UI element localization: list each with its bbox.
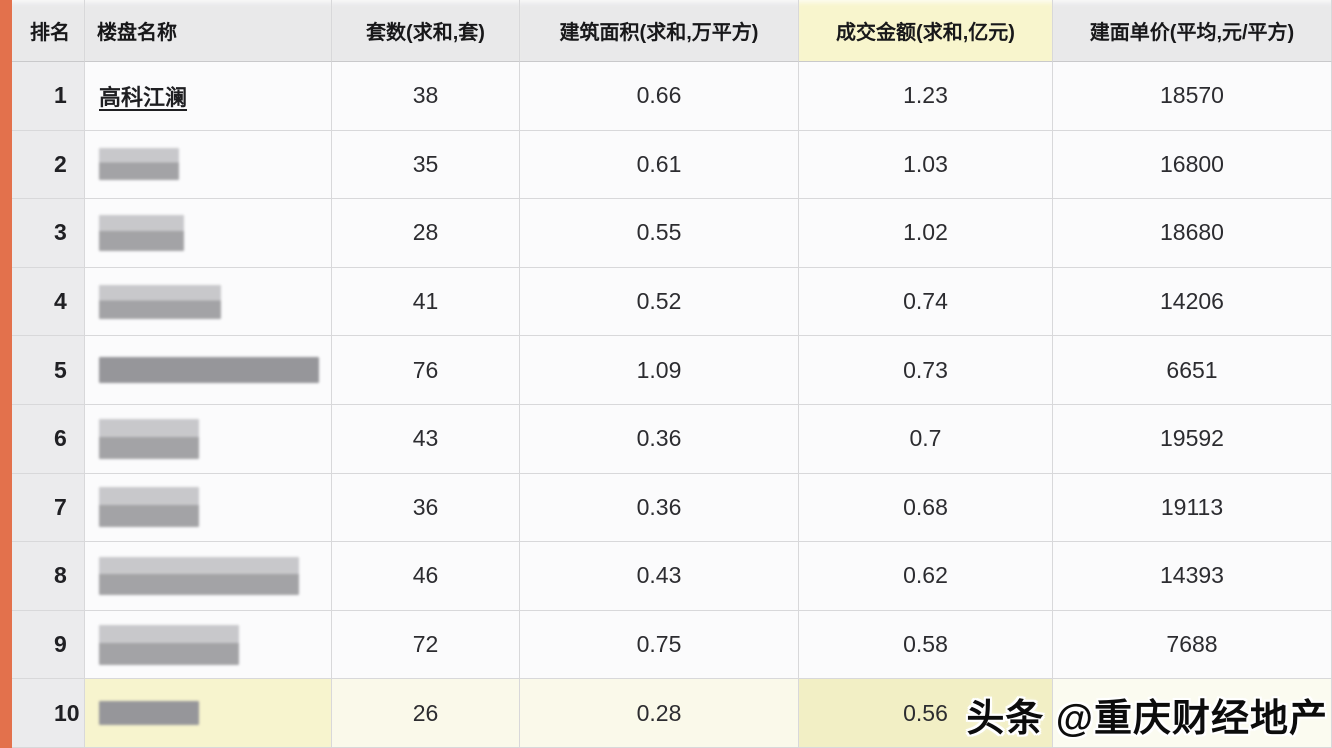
- units-cell: 26: [332, 679, 520, 748]
- property-name-cell: 高科江澜: [85, 62, 332, 131]
- rank-cell: 10: [12, 679, 85, 748]
- unit-price-cell: 18680: [1053, 199, 1332, 268]
- area-cell: 1.09: [520, 336, 799, 405]
- rank-cell: 8: [12, 542, 85, 611]
- property-name-cell: [85, 267, 332, 337]
- units-cell: 43: [332, 404, 520, 474]
- area-cell: 0.75: [520, 610, 799, 680]
- area-cell: 0.28: [520, 679, 799, 748]
- area-cell: 0.52: [520, 267, 799, 337]
- amount-cell: 0.73: [799, 336, 1053, 405]
- rank-cell: 6: [12, 404, 85, 474]
- redacted-name-block: [99, 284, 221, 319]
- rank-cell: 7: [12, 473, 85, 543]
- rank-cell: 5: [12, 336, 85, 405]
- amount-cell: 1.03: [799, 130, 1053, 200]
- units-cell: 28: [332, 199, 520, 268]
- redacted-name-block: [99, 701, 199, 726]
- property-name-cell: [85, 473, 332, 543]
- redacted-name-block: [99, 214, 184, 251]
- property-name-cell: [85, 404, 332, 474]
- rank-cell: 9: [12, 610, 85, 680]
- amount-cell: 0.62: [799, 542, 1053, 611]
- unit-price-cell: 7688: [1053, 610, 1332, 680]
- redacted-name-block: [99, 357, 319, 384]
- property-name-cell: [85, 199, 332, 268]
- property-name-cell: [85, 130, 332, 200]
- property-name-link[interactable]: 高科江澜: [99, 84, 188, 110]
- col-header-unit-price: 建面单价(平均,元/平方): [1053, 0, 1332, 62]
- area-cell: 0.43: [520, 542, 799, 611]
- redacted-name-block: [99, 148, 179, 181]
- property-name-cell: [85, 542, 332, 611]
- property-name-cell: [85, 679, 332, 748]
- amount-cell: 1.02: [799, 199, 1053, 268]
- watermark: 头条 @重庆财经地产: [966, 698, 1328, 740]
- unit-price-cell: 19113: [1053, 473, 1332, 543]
- unit-price-cell: 14393: [1053, 542, 1332, 611]
- unit-price-cell: 18570: [1053, 62, 1332, 131]
- rank-cell: 1: [12, 62, 85, 131]
- amount-cell: 0.74: [799, 267, 1053, 337]
- amount-cell: 0.7: [799, 404, 1053, 474]
- col-header-name: 楼盘名称: [85, 0, 332, 62]
- redacted-name-block: [99, 624, 239, 665]
- unit-price-cell: 16800: [1053, 130, 1332, 200]
- units-cell: 36: [332, 473, 520, 543]
- area-cell: 0.66: [520, 62, 799, 131]
- redacted-name-block: [99, 487, 199, 528]
- amount-cell: 0.56: [799, 679, 1053, 748]
- col-header-rank: 排名: [12, 0, 85, 62]
- area-cell: 0.36: [520, 404, 799, 474]
- property-name-cell: [85, 336, 332, 405]
- rank-cell: 2: [12, 130, 85, 200]
- unit-price-cell: 14206: [1053, 267, 1332, 337]
- redacted-name-block: [99, 556, 299, 595]
- property-name-cell: [85, 610, 332, 680]
- col-header-area: 建筑面积(求和,万平方): [520, 0, 799, 62]
- area-cell: 0.55: [520, 199, 799, 268]
- units-cell: 72: [332, 610, 520, 680]
- area-cell: 0.36: [520, 473, 799, 543]
- unit-price-cell: 19592: [1053, 404, 1332, 474]
- redacted-name-block: [99, 418, 199, 459]
- amount-cell: 0.68: [799, 473, 1053, 543]
- rank-cell: 3: [12, 199, 85, 268]
- amount-cell: 1.23: [799, 62, 1053, 131]
- units-cell: 38: [332, 62, 520, 131]
- col-header-amount: 成交金额(求和,亿元): [799, 0, 1053, 62]
- amount-cell: 0.58: [799, 610, 1053, 680]
- units-cell: 46: [332, 542, 520, 611]
- left-accent-bar: [0, 0, 12, 748]
- units-cell: 41: [332, 267, 520, 337]
- unit-price-cell: 6651: [1053, 336, 1332, 405]
- area-cell: 0.61: [520, 130, 799, 200]
- rank-cell: 4: [12, 267, 85, 337]
- property-ranking-table: 排名 楼盘名称 套数(求和,套) 建筑面积(求和,万平方) 成交金额(求和,亿元…: [12, 0, 1332, 748]
- col-header-units: 套数(求和,套): [332, 0, 520, 62]
- units-cell: 35: [332, 130, 520, 200]
- units-cell: 76: [332, 336, 520, 405]
